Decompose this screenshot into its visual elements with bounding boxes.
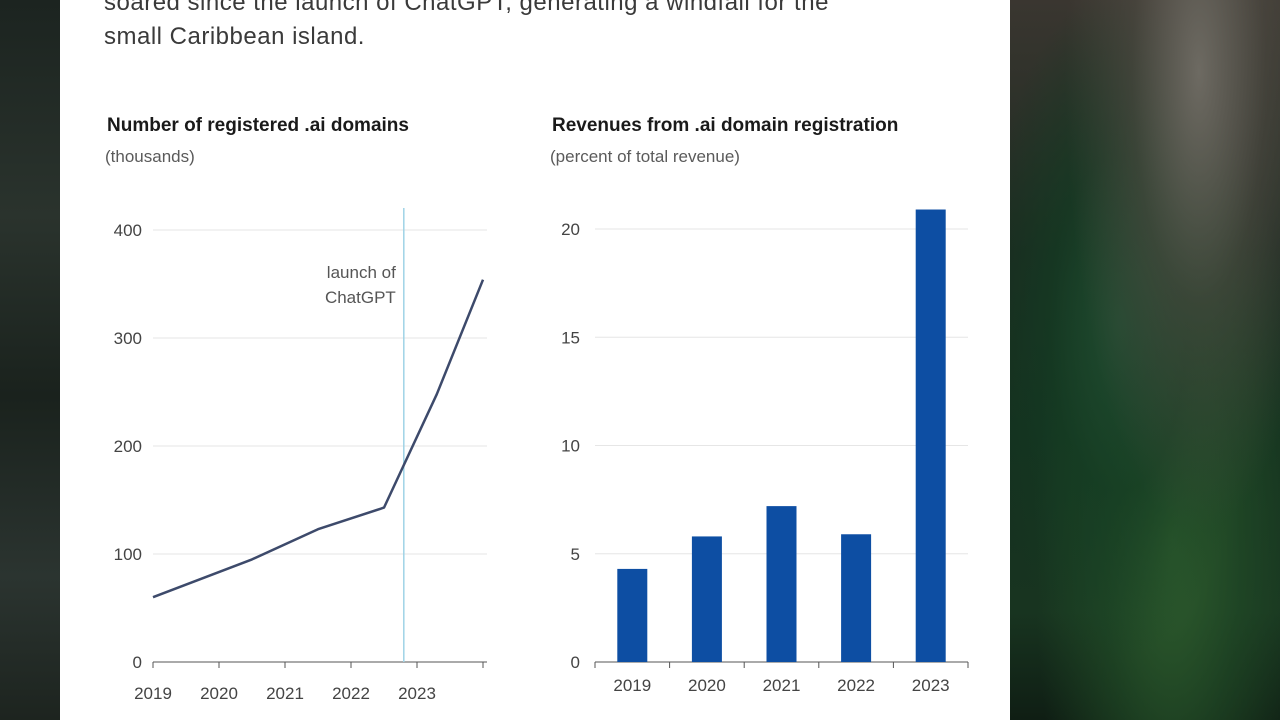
right-chart-subtitle: (percent of total revenue)	[550, 147, 740, 166]
revenue-bar-2023	[915, 209, 946, 662]
revenue-bar-chart: 0 5 10 15 20 2019 2020 2021 2022 2023	[561, 209, 969, 695]
y-tick-label: 400	[114, 221, 142, 240]
x-tick-label: 2023	[398, 684, 436, 703]
x-tick-label: 2022	[837, 676, 875, 695]
x-tick-label: 2020	[200, 684, 238, 703]
y-tick-label: 0	[571, 653, 580, 672]
y-tick-label: 15	[561, 328, 580, 347]
annotation-label-line2: ChatGPT	[325, 288, 396, 307]
left-chart-title: Number of registered .ai domains	[107, 115, 409, 136]
revenue-bar-2021	[766, 506, 797, 662]
x-tick-label: 2019	[134, 684, 172, 703]
domains-series-line	[152, 279, 485, 599]
intro-text: soared since the launch of ChatGPT, gene…	[104, 0, 984, 54]
y-tick-label: 0	[133, 653, 142, 672]
revenue-bar-2022	[841, 534, 872, 662]
x-tick-label: 2021	[763, 676, 801, 695]
x-tick-label: 2019	[613, 676, 651, 695]
y-tick-label: 10	[561, 437, 580, 456]
intro-line-1: soared since the launch of ChatGPT, gene…	[104, 0, 829, 16]
x-tick-label: 2021	[266, 684, 304, 703]
article-card: soared since the launch of ChatGPT, gene…	[60, 0, 1010, 720]
x-tick-label: 2022	[332, 684, 370, 703]
x-tick-label: 2023	[912, 676, 950, 695]
y-tick-label: 5	[571, 545, 580, 564]
revenue-bar-2020	[691, 536, 722, 662]
right-chart-title: Revenues from .ai domain registration	[552, 115, 899, 136]
intro-line-2: small Caribbean island.	[104, 23, 365, 50]
y-tick-label: 20	[561, 220, 580, 239]
background-photo	[1010, 0, 1280, 720]
y-tick-label: 100	[114, 545, 142, 564]
revenue-bar-2019	[617, 568, 648, 662]
x-tick-label: 2020	[688, 676, 726, 695]
y-tick-label: 200	[114, 437, 142, 456]
annotation-label-line1: launch of	[327, 263, 396, 282]
background-left	[0, 0, 60, 720]
y-tick-label: 300	[114, 329, 142, 348]
registered-domains-line-chart: 0 100 200 300 400 2019 2020 2021 2022 2023 launch …	[114, 208, 487, 703]
left-chart-subtitle: (thousands)	[105, 147, 195, 166]
